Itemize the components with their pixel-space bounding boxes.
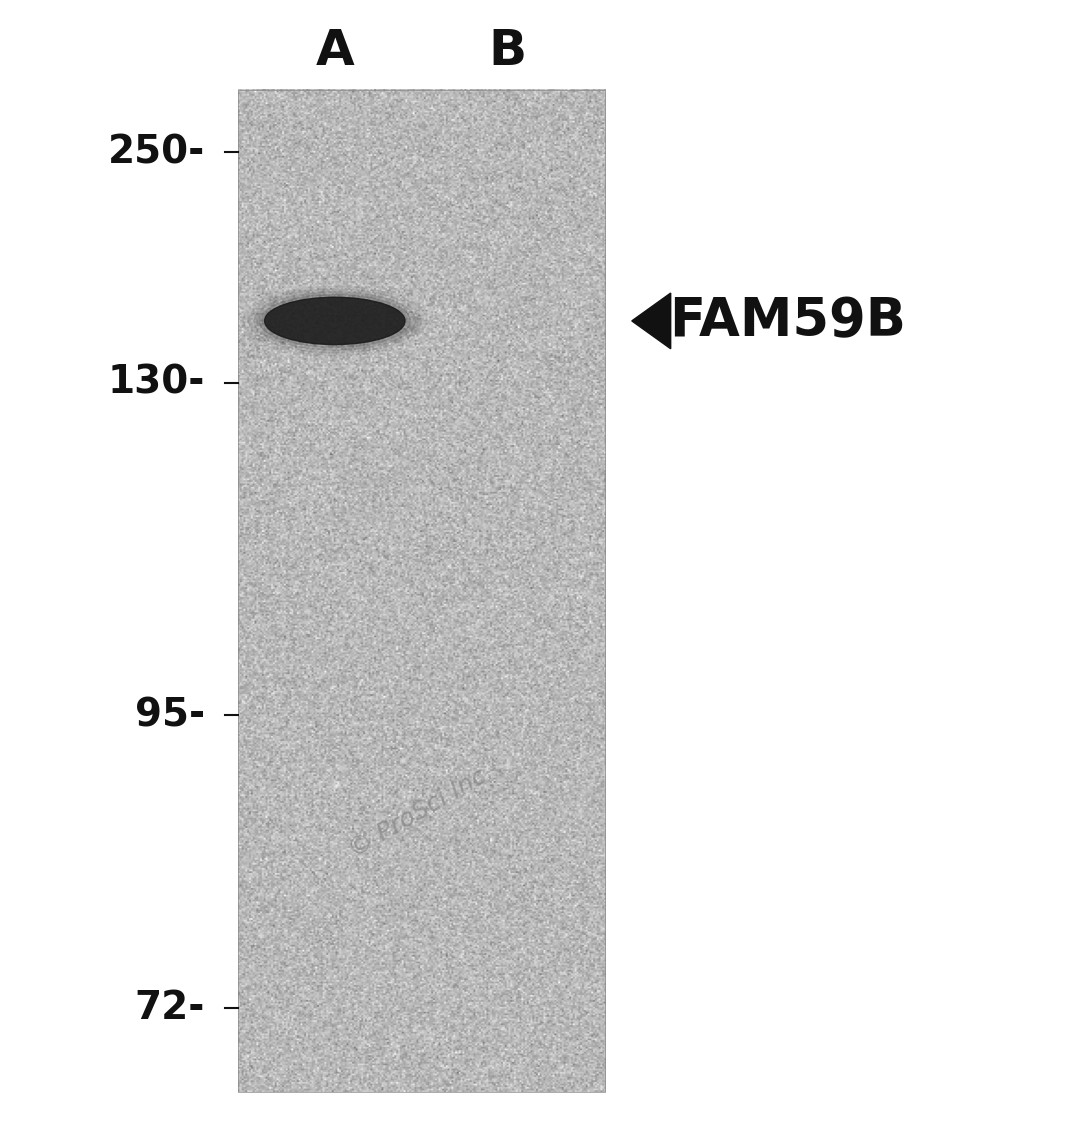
Text: 95-: 95- (135, 696, 205, 734)
Text: A: A (315, 27, 354, 74)
Text: 130-: 130- (108, 364, 205, 402)
Text: © ProSci Inc.: © ProSci Inc. (345, 760, 498, 861)
Ellipse shape (265, 297, 405, 345)
Text: 72-: 72- (135, 989, 205, 1027)
Text: B: B (488, 27, 527, 74)
Polygon shape (632, 293, 671, 349)
Ellipse shape (254, 292, 416, 350)
Text: FAM59B: FAM59B (670, 295, 906, 347)
Ellipse shape (259, 294, 410, 347)
Ellipse shape (265, 297, 405, 345)
Ellipse shape (248, 288, 421, 354)
Bar (238, 90, 605, 1092)
Text: 250-: 250- (108, 133, 205, 171)
